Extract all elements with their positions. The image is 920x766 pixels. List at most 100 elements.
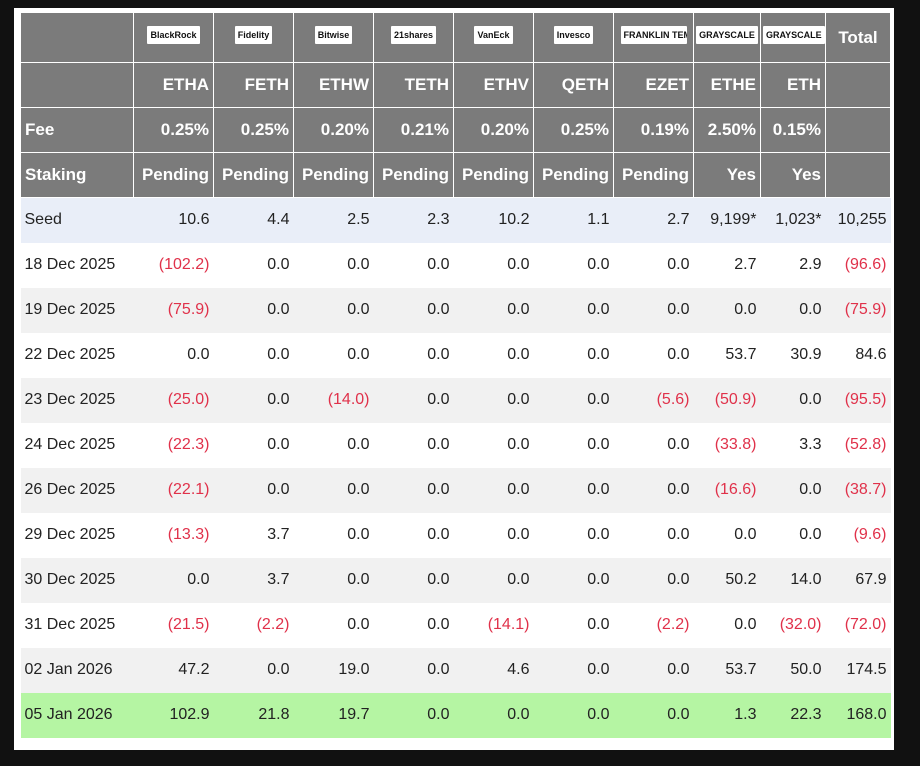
data-row: 05 Jan 2026 102.9 21.8 19.7 0.0 0.0 0.0 0.0 1.3 2… (20, 692, 891, 738)
flow-cell: 1,023* (760, 197, 826, 243)
flow-cell: 0.0 (760, 377, 826, 423)
flow-cell: 84.6 (855, 346, 887, 363)
data-row: 30 Dec 2025 0.0 3.7 0.0 0.0 0.0 0.0 0.0 50.2 14.0… (20, 557, 891, 603)
data-row: 02 Jan 2026 47.2 0.0 19.0 0.0 4.6 0.0 0.0 53.7 50… (20, 647, 891, 693)
flow-cell: (75.9) (825, 287, 891, 333)
flow-cell: 0.0 (133, 557, 214, 603)
flow-cell: 0.0 (587, 526, 610, 543)
empty-cell (825, 62, 891, 108)
flow-cell: 0.0 (427, 346, 450, 363)
logo-cell: Fidelity (213, 12, 294, 63)
data-row: 31 Dec 2025 (21.5) (2.2) 0.0 0.0 (14.1) 0.0 (2.… (21, 603, 891, 648)
staking-value: Yes (693, 152, 761, 198)
fee-value: 0.15% (760, 107, 826, 153)
issuer-logo: BlackRock (147, 26, 200, 44)
flow-cell: 0.0 (587, 256, 610, 273)
flow-cell: 0.0 (587, 436, 610, 453)
fee-value: 0.19% (613, 107, 694, 153)
flow-cell: 0.0 (613, 467, 694, 513)
flow-cell: 0.0 (293, 557, 374, 603)
flow-cell: 0.0 (533, 467, 614, 513)
data-row: 19 Dec 2025 (75.9) 0.0 0.0 0.0 0.0 0.0 0.0 0.0 0.… (20, 287, 891, 333)
row-label: 19 Dec 2025 (20, 287, 134, 333)
empty-cell (20, 62, 134, 108)
logo-cell: GRAYSCALE (693, 12, 761, 63)
staking-value: Pending (133, 152, 214, 198)
row-label: 02 Jan 2026 (20, 647, 134, 693)
issuer-logo: FRANKLIN TEMPLETON (620, 26, 687, 44)
flow-cell: 0.0 (533, 692, 614, 738)
flow-cell: 0.0 (213, 287, 294, 333)
flow-cell: (52.8) (844, 436, 887, 453)
row-label: 05 Jan 2026 (20, 692, 134, 738)
staking-value: Pending (533, 152, 614, 198)
staking-value: Pending (453, 152, 534, 198)
row-label: 24 Dec 2025 (24, 436, 116, 453)
data-row: 18 Dec 2025 (102.2) 0.0 0.0 0.0 0.0 0.0 0.0 2.7 2… (21, 243, 891, 288)
flow-cell: (21.5) (167, 616, 210, 633)
flow-cell: 30.9 (790, 346, 822, 363)
flow-cell: 0.0 (293, 287, 374, 333)
issuer-logo: GRAYSCALE (696, 26, 758, 44)
flow-cell: 0.0 (799, 526, 822, 543)
flow-cell: 0.0 (533, 377, 614, 423)
flow-cell: 4.6 (453, 647, 534, 693)
flow-cell: 3.7 (213, 557, 294, 603)
flow-cell: 67.9 (825, 557, 891, 603)
flow-cell: (95.5) (825, 377, 891, 423)
staking-value: Pending (613, 152, 694, 198)
ticker: ETHA (133, 62, 214, 108)
flow-cell: 0.0 (427, 616, 450, 633)
flow-cell: 3.3 (799, 436, 822, 453)
ticker: ETHW (293, 62, 374, 108)
row-label: 18 Dec 2025 (24, 256, 116, 273)
data-row: 26 Dec 2025 (22.1) 0.0 0.0 0.0 0.0 0.0 0.0 (16.6… (20, 467, 891, 513)
ticker: FETH (213, 62, 294, 108)
logo-cell: Invesco (533, 12, 614, 63)
flow-cell: (102.2) (158, 256, 210, 273)
row-label: Seed (20, 197, 134, 243)
logo-cell: VanEck (453, 12, 534, 63)
flow-cell: 0.0 (427, 256, 450, 273)
logo-cell: FRANKLIN TEMPLETON (613, 12, 694, 63)
flow-cell: (33.8) (714, 436, 757, 453)
flow-cell: (14.1) (487, 616, 530, 633)
flow-cell: 10,255 (825, 197, 891, 243)
flow-cell: (5.6) (613, 377, 694, 423)
flow-cell: 9,199* (693, 197, 761, 243)
flow-cell: 0.0 (613, 692, 694, 738)
flow-cell: 2.7 (734, 256, 757, 273)
fee-value: 0.25% (133, 107, 214, 153)
flow-cell: 0.0 (507, 346, 530, 363)
flow-cell: 0.0 (267, 436, 290, 453)
logo-row: BlackRock Fidelity Bitwise 21shares VanEck In… (20, 12, 891, 63)
flow-cell: 0.0 (347, 436, 370, 453)
table-frame: BlackRock Fidelity Bitwise 21shares VanEck In… (14, 8, 894, 750)
flow-cell: 0.0 (373, 647, 454, 693)
total-header: Total (825, 12, 891, 63)
ticker: ETH (760, 62, 826, 108)
flow-cell: 0.0 (267, 346, 290, 363)
flow-cell: 2.5 (293, 197, 374, 243)
flow-cell: 0.0 (453, 557, 534, 603)
flow-cell: (16.6) (693, 467, 761, 513)
flow-cell: (9.6) (853, 526, 887, 543)
logo-cell: 21shares (373, 12, 454, 63)
flow-cell: (13.3) (167, 526, 210, 543)
flow-cell: 0.0 (507, 256, 530, 273)
corner-cell (20, 12, 134, 63)
ticker: QETH (533, 62, 614, 108)
flow-cell: 10.2 (453, 197, 534, 243)
fee-label: Fee (20, 107, 134, 153)
ticker: TETH (373, 62, 454, 108)
flow-cell: 0.0 (347, 616, 370, 633)
data-row: Seed 10.6 4.4 2.5 2.3 10.2 1.1 2.7 9,199* 1,023* 1… (20, 197, 891, 243)
flow-cell: 1.3 (693, 692, 761, 738)
flow-cell: (32.0) (779, 616, 822, 633)
flow-cell: 0.0 (453, 692, 534, 738)
issuer-logo: GRAYSCALE (763, 26, 825, 44)
fee-value: 0.20% (453, 107, 534, 153)
flow-cell: 0.0 (213, 377, 294, 423)
flow-cell: 0.0 (613, 647, 694, 693)
flow-cell: 0.0 (760, 467, 826, 513)
